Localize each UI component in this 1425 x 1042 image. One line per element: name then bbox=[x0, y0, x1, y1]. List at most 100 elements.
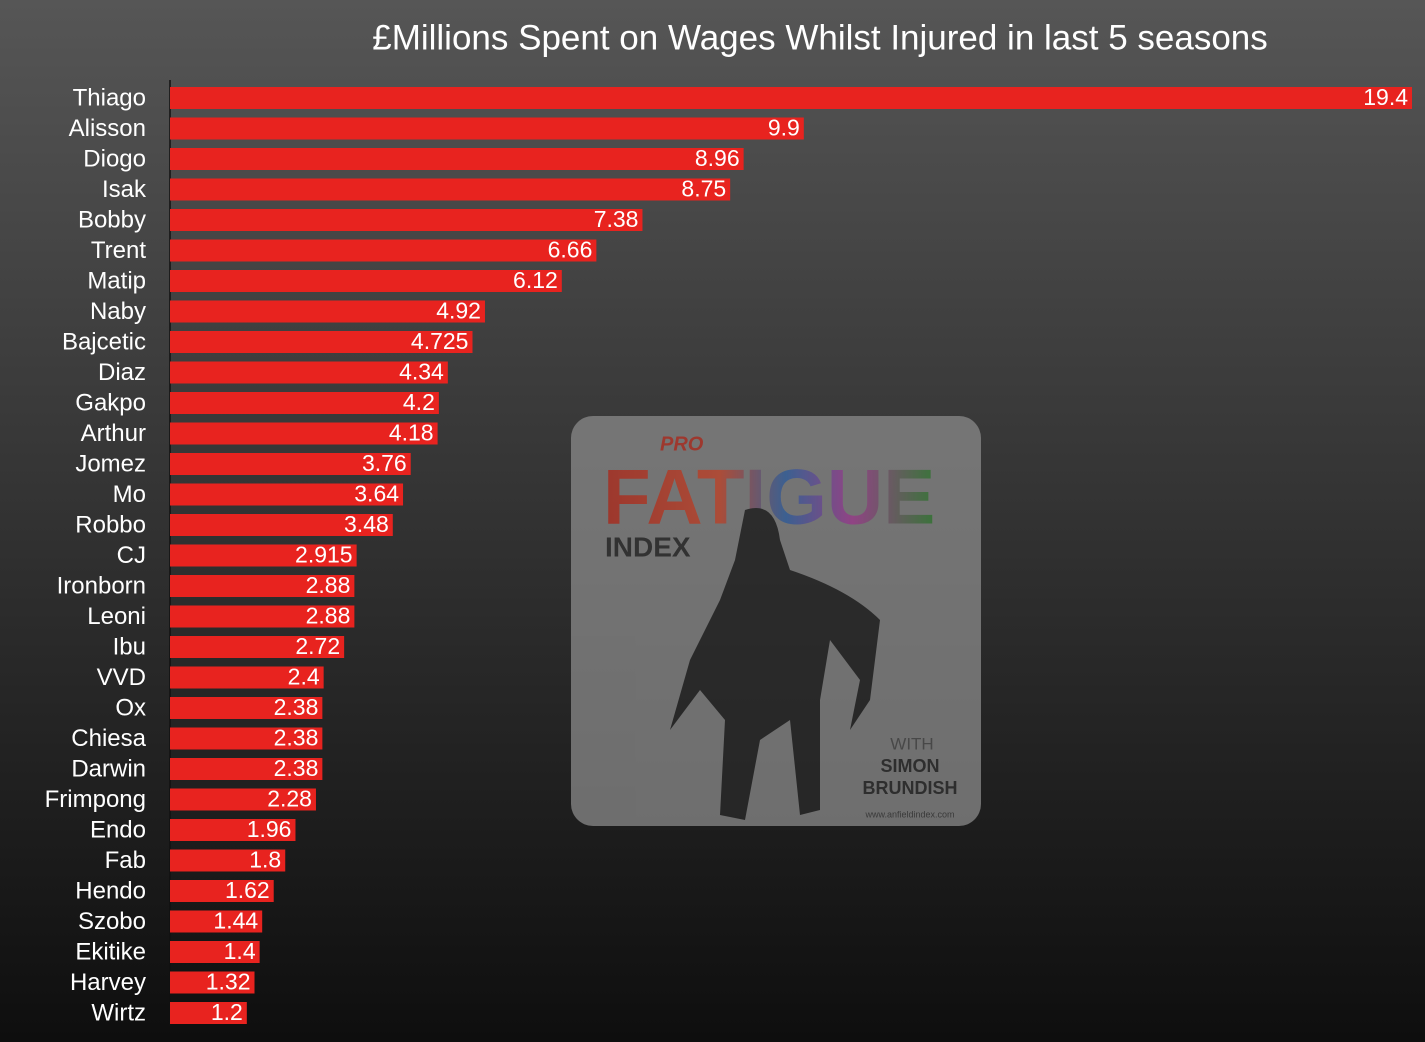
category-label: Chiesa bbox=[71, 725, 146, 752]
value-label: 2.38 bbox=[274, 694, 319, 720]
bar bbox=[170, 148, 744, 170]
bar bbox=[170, 758, 323, 780]
value-label: 1.62 bbox=[225, 877, 270, 903]
bar bbox=[170, 636, 345, 658]
watermark-silhouette bbox=[670, 508, 880, 820]
bar bbox=[170, 697, 323, 719]
value-label: 4.725 bbox=[411, 328, 469, 354]
value-label: 2.72 bbox=[295, 633, 340, 659]
value-label: 2.4 bbox=[288, 664, 320, 690]
category-label: Arthur bbox=[81, 420, 146, 447]
category-label: Ibu bbox=[113, 633, 146, 660]
value-label: 6.66 bbox=[548, 237, 593, 263]
category-label: Matip bbox=[87, 267, 146, 294]
bar bbox=[170, 87, 1412, 109]
value-label: 2.38 bbox=[274, 725, 319, 751]
bar bbox=[170, 788, 316, 811]
value-label: 3.76 bbox=[362, 450, 407, 476]
chart-title: £Millions Spent on Wages Whilst Injured … bbox=[372, 18, 1268, 57]
bar bbox=[170, 422, 438, 445]
category-label: Naby bbox=[90, 298, 146, 325]
bar bbox=[170, 575, 355, 597]
category-label: Leoni bbox=[87, 603, 146, 630]
category-label: Harvey bbox=[70, 969, 146, 996]
watermark-with: WITH bbox=[890, 734, 933, 753]
bar bbox=[170, 392, 439, 414]
bar bbox=[170, 971, 255, 994]
bar bbox=[170, 849, 286, 872]
category-label: Darwin bbox=[71, 755, 146, 782]
watermark: PRO FATIGUE INDEX WITH SIMON BRUNDISH ww… bbox=[571, 416, 981, 826]
value-label: 2.28 bbox=[267, 786, 312, 812]
value-label: 1.8 bbox=[249, 847, 281, 873]
value-label: 8.75 bbox=[681, 176, 726, 202]
value-label: 1.32 bbox=[206, 969, 251, 995]
bar bbox=[170, 209, 643, 231]
category-label: Endo bbox=[90, 816, 146, 843]
category-label: Diaz bbox=[98, 359, 146, 386]
category-label: Alisson bbox=[69, 115, 146, 142]
category-label: Trent bbox=[91, 237, 146, 264]
value-label: 4.18 bbox=[389, 420, 434, 446]
value-label: 3.48 bbox=[344, 511, 389, 537]
watermark-name: BRUNDISH bbox=[862, 778, 957, 798]
value-label: 19.4 bbox=[1363, 84, 1408, 110]
category-label: Thiago bbox=[73, 84, 146, 111]
value-label: 1.2 bbox=[211, 999, 243, 1025]
watermark-subtitle: INDEX bbox=[605, 531, 691, 562]
bar bbox=[170, 270, 562, 292]
bar bbox=[170, 880, 274, 902]
bar bbox=[170, 453, 411, 475]
bar bbox=[170, 331, 473, 353]
category-label: Jomez bbox=[75, 450, 146, 477]
value-label: 4.34 bbox=[399, 359, 444, 385]
category-label: Frimpong bbox=[45, 786, 146, 813]
category-label: Gakpo bbox=[75, 389, 146, 416]
value-label: 4.2 bbox=[403, 389, 435, 415]
category-label: CJ bbox=[117, 542, 146, 569]
category-label: Bobby bbox=[78, 206, 146, 233]
watermark-url: www.anfieldindex.com bbox=[864, 809, 954, 819]
watermark-name: SIMON bbox=[880, 756, 939, 776]
watermark-brand: PRO bbox=[660, 433, 704, 455]
value-label: 9.9 bbox=[768, 115, 800, 141]
category-label: Ox bbox=[115, 694, 146, 721]
value-label: 3.64 bbox=[354, 481, 399, 507]
bar bbox=[170, 361, 448, 384]
value-label: 1.96 bbox=[247, 816, 292, 842]
bar bbox=[170, 239, 597, 262]
bar bbox=[170, 941, 260, 963]
category-label: Wirtz bbox=[91, 999, 146, 1026]
category-label: Ekitike bbox=[75, 938, 146, 965]
value-label: 6.12 bbox=[513, 267, 558, 293]
bar bbox=[170, 1002, 247, 1024]
category-label: Bajcetic bbox=[62, 328, 146, 355]
category-label: Ironborn bbox=[57, 572, 146, 599]
bar bbox=[170, 727, 323, 750]
category-label: Fab bbox=[105, 847, 146, 874]
category-label: Diogo bbox=[83, 145, 146, 172]
value-label: 2.38 bbox=[274, 755, 319, 781]
bar bbox=[170, 483, 404, 506]
bar bbox=[170, 910, 263, 933]
value-label: 8.96 bbox=[695, 145, 740, 171]
bar bbox=[170, 819, 296, 841]
category-label: VVD bbox=[97, 664, 146, 691]
value-label: 1.44 bbox=[213, 908, 258, 934]
category-label: Robbo bbox=[75, 511, 146, 538]
value-label: 2.88 bbox=[306, 572, 351, 598]
bar bbox=[170, 666, 324, 689]
bar bbox=[170, 514, 393, 536]
value-label: 1.4 bbox=[224, 938, 256, 964]
category-label: Hendo bbox=[75, 877, 146, 904]
category-label: Isak bbox=[102, 176, 147, 203]
category-label: Mo bbox=[113, 481, 146, 508]
value-label: 2.88 bbox=[306, 603, 351, 629]
bar bbox=[170, 117, 804, 140]
bar bbox=[170, 544, 357, 567]
value-label: 7.38 bbox=[594, 206, 639, 232]
category-label: Szobo bbox=[78, 908, 146, 935]
bar bbox=[170, 178, 731, 201]
bar bbox=[170, 605, 355, 628]
